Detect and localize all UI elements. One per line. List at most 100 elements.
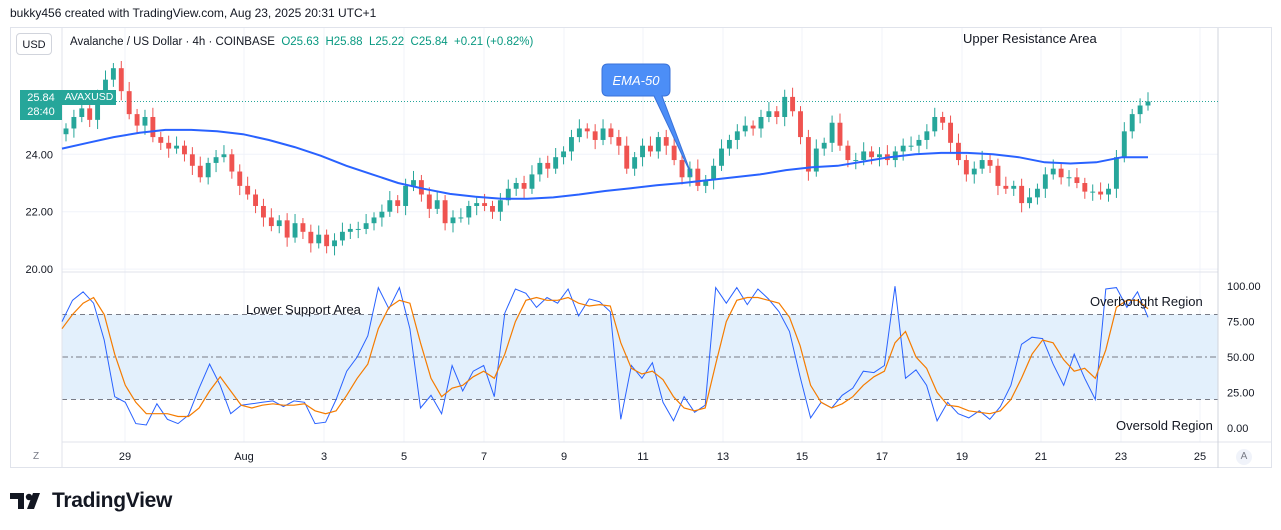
candle	[569, 129, 574, 161]
candle	[877, 147, 882, 167]
candle-body	[663, 137, 669, 146]
candle	[1106, 183, 1111, 202]
candle	[758, 109, 764, 138]
candle-body	[821, 142, 827, 149]
chart-frame	[10, 27, 1272, 468]
candle-body	[110, 68, 116, 80]
time-axis: 29 Aug 3 5 7 9 11 13 15 17 19 21 23 25	[119, 451, 1206, 463]
candle	[1121, 122, 1127, 163]
candle-body	[647, 145, 653, 152]
time-tick-label: 9	[561, 451, 567, 463]
time-tick-label: 29	[119, 451, 131, 463]
candle	[174, 136, 180, 154]
candle	[853, 152, 859, 170]
candle-body	[537, 162, 543, 175]
price-axis: 20.00 22.00 24.00	[25, 149, 53, 276]
zoom-button[interactable]: Z	[32, 451, 40, 462]
candle-body	[213, 157, 219, 163]
high-value: H25.88	[325, 36, 363, 48]
candle	[608, 123, 614, 145]
price-tag-price: 25.84	[27, 92, 55, 104]
candle	[695, 159, 701, 192]
candle-body	[253, 194, 258, 206]
oversold-label: Oversold Region	[1116, 418, 1213, 433]
candle-body	[1019, 185, 1025, 204]
candle-body	[316, 234, 322, 244]
candle-body	[229, 154, 235, 172]
candle-body	[584, 128, 590, 132]
candle	[592, 124, 598, 150]
candle	[142, 109, 148, 135]
candle	[150, 107, 156, 143]
candle	[442, 195, 448, 231]
candle	[829, 115, 835, 153]
time-tick-label: 17	[876, 451, 888, 463]
candle-body	[103, 79, 108, 97]
candle-body	[1082, 183, 1088, 192]
candle-body	[308, 231, 314, 244]
candle-body	[458, 217, 464, 219]
stoch-k-line	[61, 286, 1149, 426]
auto-scale-button[interactable]: A	[1236, 449, 1252, 465]
candle-body	[379, 211, 385, 218]
candle-body	[1137, 105, 1143, 115]
candle-body	[474, 203, 480, 206]
candle-body	[182, 145, 187, 155]
candle-body	[1003, 185, 1009, 189]
ema-callout: EMA-50	[601, 63, 693, 177]
time-tick-label: 21	[1035, 451, 1047, 463]
candle	[908, 136, 914, 151]
oscillator-tick-label: 50.00	[1227, 352, 1255, 364]
candle-body	[703, 180, 709, 186]
candle	[434, 191, 440, 215]
candle-body	[726, 139, 732, 149]
close-value: C25.84	[410, 36, 448, 48]
candle-body	[387, 200, 393, 212]
candle-body	[355, 228, 361, 230]
candle	[584, 123, 590, 139]
time-tick-label: Aug	[234, 451, 254, 463]
candle	[292, 214, 298, 243]
candle	[1058, 163, 1064, 185]
candle	[703, 174, 709, 194]
candle-body	[1034, 188, 1040, 198]
candle	[679, 154, 685, 185]
candle-body	[932, 116, 938, 132]
currency-button[interactable]: USD	[16, 33, 52, 55]
candle	[971, 161, 977, 184]
candle	[647, 136, 653, 157]
candle-body	[221, 154, 227, 158]
candle	[411, 170, 416, 192]
candle	[924, 124, 930, 150]
candle-body	[829, 122, 835, 143]
candle-body	[600, 128, 606, 140]
candle	[1034, 183, 1040, 205]
candle	[711, 158, 717, 190]
candle-body	[118, 68, 124, 92]
candle	[339, 222, 345, 246]
candle-body	[734, 131, 740, 140]
candle-body	[948, 122, 954, 143]
low-value: L25.22	[368, 36, 405, 48]
tradingview-logo-icon	[10, 493, 40, 509]
candle	[561, 146, 567, 165]
candle	[1082, 177, 1088, 199]
candle-body	[1145, 101, 1151, 106]
candle-body	[134, 114, 140, 126]
candle	[347, 223, 353, 239]
candle	[845, 140, 851, 168]
candle	[276, 215, 282, 234]
candle-body	[166, 142, 172, 149]
candle	[332, 233, 337, 256]
candle-body	[189, 154, 195, 166]
candle	[182, 140, 187, 162]
candle	[600, 119, 606, 146]
candle	[355, 221, 361, 239]
candle	[237, 164, 243, 196]
oscillator-tick-label: 25.00	[1227, 387, 1255, 399]
candle-body	[908, 145, 914, 147]
oscillator-tick-label: 100.00	[1227, 281, 1261, 293]
time-tick-label: 19	[956, 451, 968, 463]
candle	[253, 189, 258, 214]
